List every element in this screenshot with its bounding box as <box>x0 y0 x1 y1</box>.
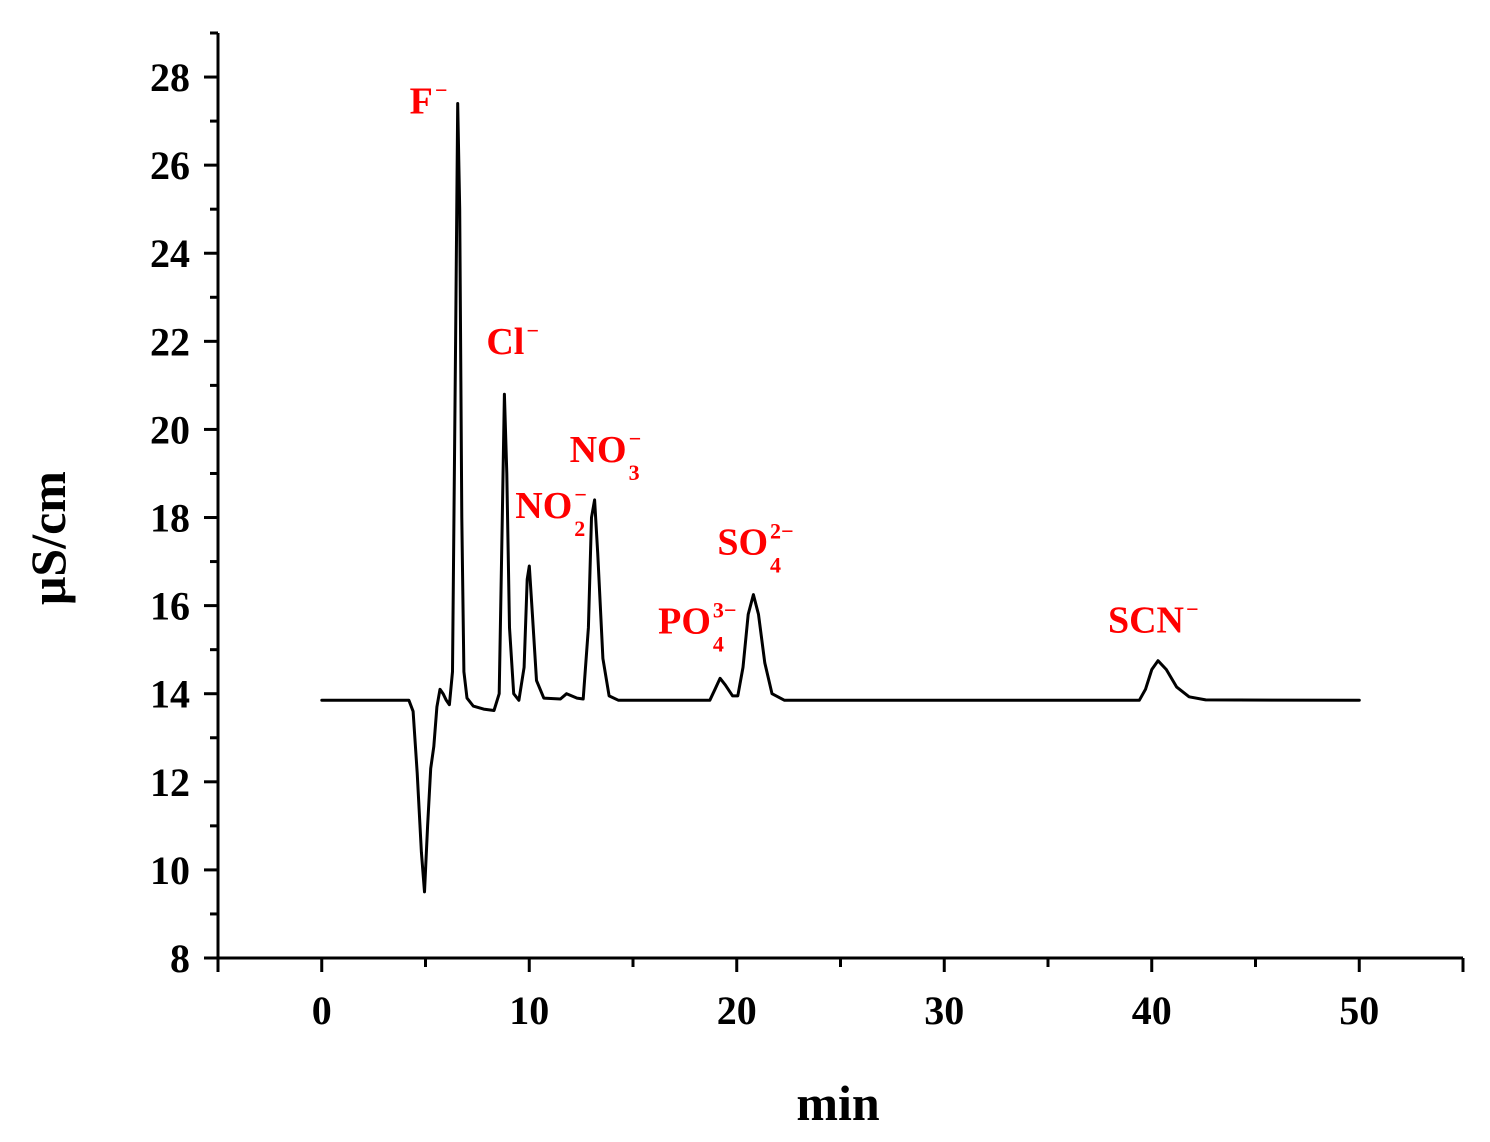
peak-label-superscript: − <box>629 426 642 451</box>
peak-label-superscript: 3− <box>713 597 737 622</box>
y-tick-label: 26 <box>150 143 190 188</box>
peak-label: Cl − <box>486 318 539 363</box>
peak-label-superscript: 2− <box>770 519 794 544</box>
peak-label-text: F <box>410 80 433 122</box>
y-tick-label: 8 <box>170 936 190 981</box>
peak-label-subscript: 3 <box>629 460 640 485</box>
y-axis-title: μS/cm <box>20 471 76 605</box>
peak-label-text: NO <box>570 429 627 471</box>
peak-label-text: SCN <box>1108 600 1184 642</box>
x-tick-label: 0 <box>312 988 332 1033</box>
peak-label: NO − 2 <box>515 482 587 541</box>
peak-label-superscript: − <box>1186 597 1199 622</box>
peak-label-text: PO <box>658 600 711 642</box>
peak-label-superscript: − <box>526 318 539 343</box>
y-tick-label: 24 <box>150 231 190 276</box>
y-tick-label: 10 <box>150 848 190 893</box>
peak-label-text: Cl <box>486 321 524 363</box>
peak-label-text: SO <box>717 522 768 564</box>
peak-label: SCN − <box>1108 597 1199 642</box>
x-tick-label: 20 <box>717 988 757 1033</box>
y-tick-label: 20 <box>150 407 190 452</box>
x-axis-title: min <box>796 1075 880 1131</box>
peak-label: NO − 3 <box>570 426 642 485</box>
x-tick-label: 10 <box>509 988 549 1033</box>
y-tick-label: 12 <box>150 760 190 805</box>
x-tick-label: 40 <box>1132 988 1172 1033</box>
y-tick-label: 14 <box>150 672 190 717</box>
y-tick-label: 28 <box>150 55 190 100</box>
y-tick-label: 22 <box>150 319 190 364</box>
x-tick-label: 50 <box>1339 988 1379 1033</box>
peak-label: SO 2− 4 <box>717 519 793 578</box>
peak-label-subscript: 4 <box>713 631 724 656</box>
x-tick-label: 30 <box>924 988 964 1033</box>
peak-label: PO 3− 4 <box>658 597 736 656</box>
y-tick-label: 18 <box>150 496 190 541</box>
y-ticks: 8 10 12 14 16 18 20 22 24 26 28 <box>150 31 218 981</box>
peak-label-text: NO <box>515 485 572 527</box>
peak-label-superscript: − <box>435 77 448 102</box>
peak-label-subscript: 2 <box>574 516 585 541</box>
peak-label-superscript: − <box>574 482 587 507</box>
y-tick-label: 16 <box>150 584 190 629</box>
series-line <box>320 102 1361 894</box>
peak-label: F − <box>410 77 448 122</box>
peak-label-subscript: 4 <box>770 553 781 578</box>
x-ticks: 0 10 20 30 40 50 <box>216 958 1465 1033</box>
